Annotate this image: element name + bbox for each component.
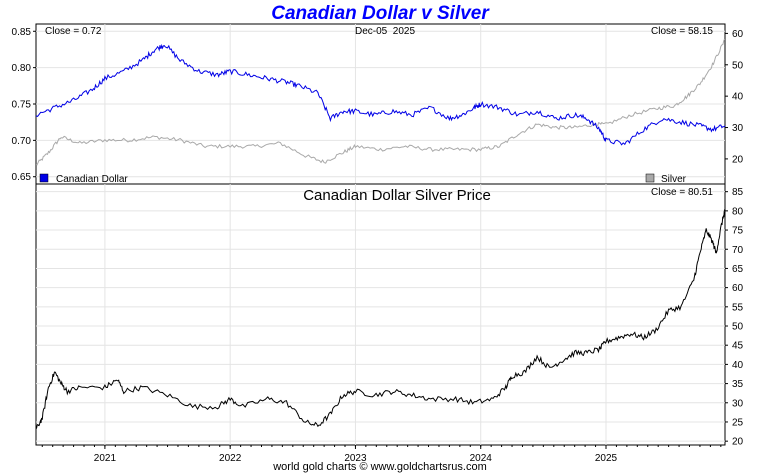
cad-line [35, 43, 726, 146]
bottom-right-tick-label: 80 [732, 206, 744, 217]
top-left-tick-label: 0.85 [12, 27, 32, 38]
top-left-tick-label: 0.80 [12, 63, 32, 74]
top-left-tick-label: 0.75 [12, 100, 32, 111]
bottom-right-tick-label: 75 [732, 226, 744, 237]
cad-silver-price-line [35, 208, 726, 430]
bottom-panel: 20 25 30 35 40 45 50 55 60 65 70 75 80 85 Canadian Do… [35, 183, 744, 448]
top-right-tick-label: 30 [732, 123, 744, 134]
bottom-right-tick-label: 40 [732, 360, 744, 371]
bottom-right-tick-label: 50 [732, 322, 744, 333]
chart-title: Canadian Dollar v Silver [271, 3, 489, 24]
top-right-tick-label: 50 [732, 60, 744, 71]
bottom-right-tick-label: 25 [732, 417, 744, 428]
x-tick-label: 2024 [470, 453, 493, 464]
top-right-axis: 20 30 40 50 60 [725, 29, 744, 165]
top-right-close-label: Close = 58.15 [651, 26, 713, 37]
legend-silver-label: Silver [661, 174, 687, 185]
top-left-tick-label: 0.70 [12, 136, 32, 147]
bottom-grid [36, 184, 725, 445]
top-right-tick-label: 40 [732, 92, 744, 103]
bottom-right-tick-label: 55 [732, 302, 744, 313]
bottom-panel-frame [35, 183, 726, 446]
bottom-close-label: Close = 80.51 [651, 187, 713, 198]
top-left-tick-label: 0.65 [12, 172, 32, 183]
bottom-right-tick-label: 65 [732, 264, 744, 275]
bottom-series [35, 208, 726, 430]
bottom-right-tick-label: 70 [732, 245, 744, 256]
bottom-right-tick-label: 45 [732, 341, 744, 352]
top-series [35, 39, 726, 166]
bottom-right-tick-label: 85 [732, 187, 744, 198]
top-panel: 0.65 0.70 0.75 0.80 0.85 20 30 40 50 60 Close = … [12, 23, 744, 185]
bottom-right-tick-label: 30 [732, 398, 744, 409]
bottom-right-tick-label: 20 [732, 437, 744, 448]
legend-cad-label: Canadian Dollar [56, 174, 128, 185]
footer-credit: world gold charts © www.goldchartsrus.co… [273, 461, 487, 473]
top-left-close-label: Close = 0.72 [45, 26, 102, 37]
bottom-chart-title: Canadian Dollar Silver Price [303, 187, 491, 204]
top-left-axis: 0.65 0.70 0.75 0.80 0.85 [12, 27, 36, 183]
legend-cad-swatch [39, 173, 49, 183]
x-axis: 2021 2022 2023 2024 2025 [41, 445, 722, 464]
bottom-right-tick-label: 35 [732, 379, 744, 390]
top-right-tick-label: 60 [732, 29, 744, 40]
x-tick-label: 2021 [94, 453, 117, 464]
legend-silver-swatch [645, 173, 655, 183]
bottom-right-axis: 20 25 30 35 40 45 50 55 60 65 70 75 80 85 [725, 187, 744, 448]
bottom-right-tick-label: 60 [732, 283, 744, 294]
x-tick-label: 2022 [219, 453, 242, 464]
top-right-tick-label: 20 [732, 154, 744, 165]
x-tick-label: 2023 [344, 453, 367, 464]
x-tick-label: 2025 [595, 453, 618, 464]
silver-line [35, 39, 726, 166]
top-date-label: Dec-05 2025 [355, 26, 415, 37]
